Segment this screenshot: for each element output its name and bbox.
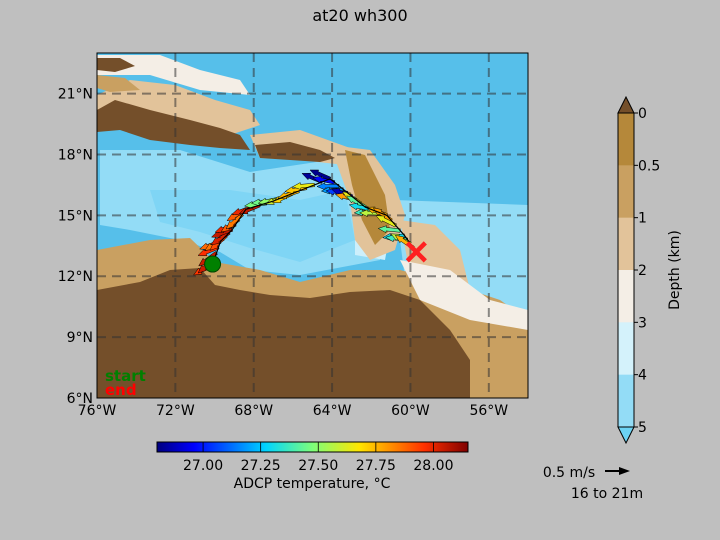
temperature-tick-label: 27.75: [356, 458, 396, 474]
temperature-colorbar-label: ADCP temperature, °C: [234, 476, 391, 492]
quiver-key-depth: 16 to 21m: [571, 486, 643, 502]
depth-colorbar-segment: [618, 270, 634, 323]
x-tick-label: 76°W: [78, 403, 117, 419]
depth-colorbar-label: Depth (km): [667, 230, 683, 310]
temperature-tick-label: 27.00: [183, 458, 223, 474]
temperature-tick-label: 27.25: [241, 458, 281, 474]
depth-colorbar-segment: [618, 217, 634, 271]
start-marker: [204, 255, 222, 273]
x-tick-label: 56°W: [469, 403, 508, 419]
depth-colorbar-segment: [618, 165, 634, 219]
depth-tick-label: 0.5: [638, 158, 660, 174]
depth-colorbar-bottom-extend: [617, 426, 635, 445]
quiver-key-speed: 0.5 m/s: [543, 465, 595, 481]
map-panel: start end 76°W 72°W 68°W 64°W 60°W 56°W 6°N 9°…: [58, 52, 529, 419]
end-marker-stroke: [405, 241, 427, 263]
current-vector-arrow: [309, 169, 332, 181]
map-frame: [96, 52, 529, 399]
depth-colorbar: 0 0.5 1 2 3 4 5 Depth (km): [617, 95, 683, 445]
depth-tick-label: 2: [638, 263, 647, 279]
x-tick-label: 64°W: [313, 403, 352, 419]
depth-colorbar-segment: [618, 113, 634, 166]
x-tick-label: 68°W: [234, 403, 273, 419]
current-vector-arrow: [375, 215, 397, 228]
end-marker: [405, 241, 427, 263]
y-axis-ticks: 6°N 9°N 12°N 15°N 18°N 21°N: [58, 87, 93, 407]
y-tick-label: 15°N: [58, 208, 93, 224]
current-vector-arrow: [291, 182, 315, 190]
depth-colorbar-segment: [618, 322, 634, 376]
depth-tick-label: 4: [638, 368, 647, 384]
start-label: start: [105, 367, 146, 385]
depth-tick-label: 1: [638, 211, 647, 227]
y-tick-label: 12°N: [58, 269, 93, 285]
y-tick-label: 9°N: [67, 330, 93, 346]
depth-colorbar-segment: [618, 374, 634, 428]
y-tick-label: 6°N: [67, 391, 93, 407]
quiver-key: 0.5 m/s 16 to 21m: [543, 465, 643, 502]
end-label: end: [105, 381, 137, 399]
depth-tick-label: 0: [638, 106, 647, 122]
map-gridlines: [97, 53, 528, 398]
x-axis-ticks: 76°W 72°W 68°W 64°W 60°W 56°W: [78, 403, 509, 419]
y-tick-label: 18°N: [58, 147, 93, 163]
depth-tick-label: 3: [638, 315, 647, 331]
x-tick-label: 72°W: [156, 403, 195, 419]
x-tick-label: 60°W: [391, 403, 430, 419]
bathymetry: [97, 55, 528, 398]
temperature-colorbar: 27.00 27.25 27.50 27.75 28.00 ADCP temperatu…: [156, 441, 469, 492]
temperature-tick-label: 27.50: [298, 458, 338, 474]
temperature-tick-label: 28.00: [413, 458, 453, 474]
quiver-key-arrow-icon: [605, 467, 630, 475]
depth-tick-label: 5: [638, 420, 647, 436]
depth-colorbar-top-extend: [617, 95, 635, 114]
ship-track: [212, 178, 417, 265]
chart-title: at20 wh300: [312, 6, 408, 25]
y-tick-label: 21°N: [58, 87, 93, 103]
